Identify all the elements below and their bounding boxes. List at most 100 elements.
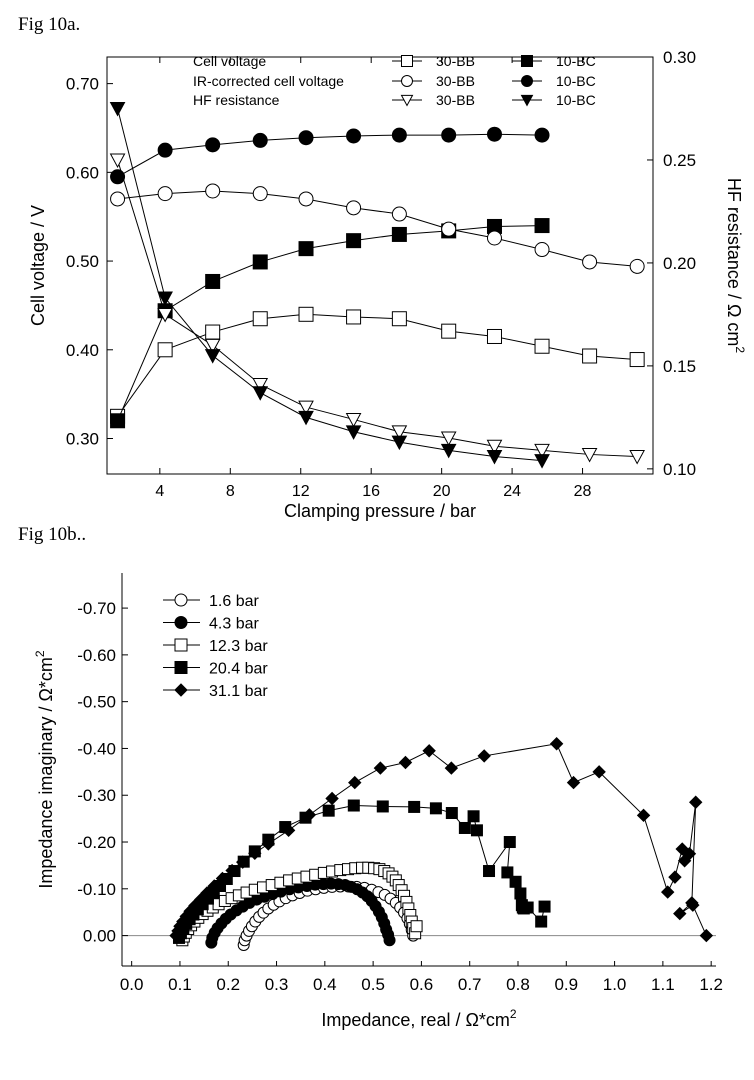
y-tick-label: 0.50 <box>66 252 99 271</box>
data-point <box>157 186 173 202</box>
y-axis-label-text: Impedance imaginary / Ω*cm <box>36 657 56 889</box>
y-tick-label: -0.30 <box>77 786 116 805</box>
data-point <box>534 454 550 469</box>
data-point <box>673 906 687 921</box>
data-point <box>345 425 362 440</box>
x-tick-label: 0.5 <box>361 975 385 994</box>
data-point <box>458 821 471 834</box>
data-point <box>157 142 173 158</box>
x-tick-label: 24 <box>503 483 521 500</box>
data-point <box>373 761 388 775</box>
x-tick-label: 20 <box>433 483 451 500</box>
y-axis-label: Impedance imaginary / Ω*cm2 <box>33 650 56 889</box>
data-point <box>215 871 230 886</box>
data-point <box>486 439 503 455</box>
data-point <box>261 837 276 851</box>
data-point <box>110 169 126 185</box>
x-axis-label: Clamping pressure / bar <box>284 501 476 521</box>
data-point <box>509 875 522 888</box>
data-point <box>682 847 697 861</box>
data-point <box>110 191 126 207</box>
legend-series-label: 12.3 bar <box>209 638 268 655</box>
legend-marker <box>174 638 188 652</box>
data-point <box>486 328 502 344</box>
series-line <box>117 313 638 417</box>
y-tick-label: 0.70 <box>66 75 99 94</box>
series-line <box>117 133 543 178</box>
data-point <box>322 804 335 817</box>
y-tick-label: -0.60 <box>77 646 116 665</box>
data-point <box>252 132 268 148</box>
data-point <box>252 311 268 327</box>
data-point <box>686 898 700 912</box>
data-point <box>248 846 262 860</box>
y-tick-label: -0.40 <box>77 739 116 758</box>
data-point <box>157 291 173 306</box>
y2-tick-label: 0.10 <box>663 460 696 479</box>
y2-tick-label: 0.30 <box>663 48 696 67</box>
data-point <box>252 254 268 270</box>
series-line <box>117 108 543 462</box>
x-tick-label: 0.7 <box>458 975 482 994</box>
data-point <box>109 153 126 169</box>
legend-marker <box>521 55 533 67</box>
legend-marker <box>174 616 188 629</box>
data-point <box>205 273 221 289</box>
data-point <box>298 400 314 416</box>
data-point <box>534 218 550 234</box>
data-point <box>581 447 598 463</box>
data-point <box>157 342 173 358</box>
y-axis-label: Cell voltage / V <box>28 205 48 326</box>
data-point <box>467 810 480 823</box>
y-tick-label: 0.40 <box>66 341 99 360</box>
series-line <box>117 159 638 457</box>
data-point <box>422 744 436 758</box>
y2-axis-label: HF resistance / Ω cm2 <box>724 178 747 354</box>
y2-tick-label: 0.15 <box>663 357 696 376</box>
figure-b-label: Fig 10b.. <box>18 524 87 545</box>
data-point <box>298 130 314 146</box>
y-tick-label: -0.20 <box>77 833 116 852</box>
x-axis-label: Impedance, real / Ω*cm2 <box>321 1007 517 1030</box>
data-point <box>391 425 408 440</box>
x-tick-label: 8 <box>226 483 235 500</box>
y2-tick-label: 0.25 <box>663 151 696 170</box>
legend-marker <box>520 94 534 107</box>
data-point <box>477 749 491 763</box>
data-point <box>204 338 221 354</box>
data-point <box>445 807 458 820</box>
legend-marker <box>174 661 188 674</box>
legend-series-label: 1.6 bar <box>209 593 259 610</box>
data-point <box>302 808 317 822</box>
plot-frame <box>106 56 654 475</box>
data-point <box>444 761 459 775</box>
chart-a: 4 8 12 16 20 24 28 0.30 0.40 0.50 0.60 0.70 0.10 0.15… <box>28 48 747 521</box>
legend-marker <box>400 94 414 107</box>
y-tick-label: 0.00 <box>83 927 116 946</box>
data-point <box>410 920 423 933</box>
data-point <box>225 863 239 878</box>
data-point <box>592 765 606 779</box>
x-tick-label: 0.6 <box>410 975 434 994</box>
legend-marker <box>174 593 188 607</box>
data-point <box>582 254 598 270</box>
data-point <box>440 431 457 447</box>
legend-series-label: 30-BB <box>436 92 475 108</box>
data-point <box>582 348 598 364</box>
data-point <box>391 311 407 327</box>
legend-row-label: HF resistance <box>193 92 280 108</box>
x-tick-label: 28 <box>574 483 592 500</box>
data-point <box>566 775 581 790</box>
data-point <box>325 791 339 806</box>
data-point <box>408 800 421 813</box>
series-line <box>117 190 638 267</box>
data-point <box>441 323 457 339</box>
data-point <box>503 836 516 849</box>
data-point <box>629 352 645 368</box>
legend-series-label: 30-BB <box>436 53 475 69</box>
data-point <box>549 737 564 751</box>
data-point <box>298 410 314 426</box>
data-point <box>346 128 362 144</box>
legend-row-label: Cell voltage <box>193 53 266 69</box>
